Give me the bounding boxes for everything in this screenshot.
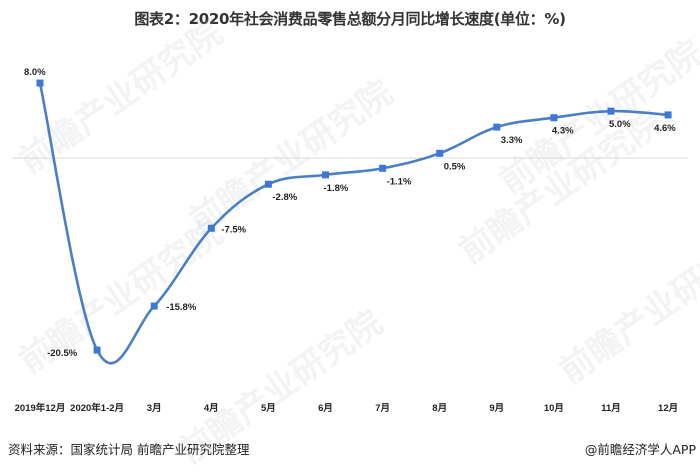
x-tick-label: 3月 [147,403,162,414]
x-tick-label: 4月 [204,403,219,414]
data-label: 0.5% [444,161,466,172]
x-tick-label: 8月 [432,403,447,414]
data-point-marker [493,123,501,131]
source-note: 资料来源：国家统计局 前瞻产业研究院整理 [8,442,250,457]
data-point-marker [379,164,387,172]
x-tick-label: 6月 [318,403,333,414]
data-label: -15.8% [166,302,197,313]
data-label: -1.8% [324,183,349,194]
data-label: -2.8% [272,192,297,203]
x-tick-label: 2019年12月 [15,402,66,414]
x-tick-label: 10月 [544,403,564,414]
data-label: -1.1% [387,176,412,187]
data-line [38,82,669,365]
data-label: -7.5% [221,224,246,235]
brand-credit: @前瞻经济学人APP [584,442,696,457]
data-point-marker [264,180,272,188]
data-point-marker [436,149,444,157]
line-chart: 8.0% 2019年12月 -20.5% 2020年1-2月 -15.8% 3月 -7.5%… [12,67,688,414]
data-label: 3.3% [501,135,523,146]
data-point-marker [607,107,615,115]
data-point-marker [550,114,558,122]
data-point-marker [207,224,215,232]
data-label: -20.5% [47,348,78,359]
x-tick-label: 9月 [489,403,504,414]
x-tick-label: 2020年1-2月 [70,402,124,414]
data-point-marker [322,171,329,179]
data-point-marker [36,79,44,87]
data-label: 4.3% [552,126,574,137]
data-label: 4.6% [654,123,676,134]
data-point-marker [150,302,158,310]
x-tick-label: 11月 [601,403,621,414]
data-point-marker [93,346,101,354]
x-tick-label: 7月 [375,403,390,414]
data-label: 8.0% [24,67,46,78]
x-tick-label: 12月 [658,403,678,414]
data-point-marker [664,111,672,119]
chart-title: 图表2：2020年社会消费品零售总额分月同比增长速度(单位：%) [134,10,566,28]
data-label: 5.0% [609,119,631,130]
x-tick-label: 5月 [261,403,276,414]
